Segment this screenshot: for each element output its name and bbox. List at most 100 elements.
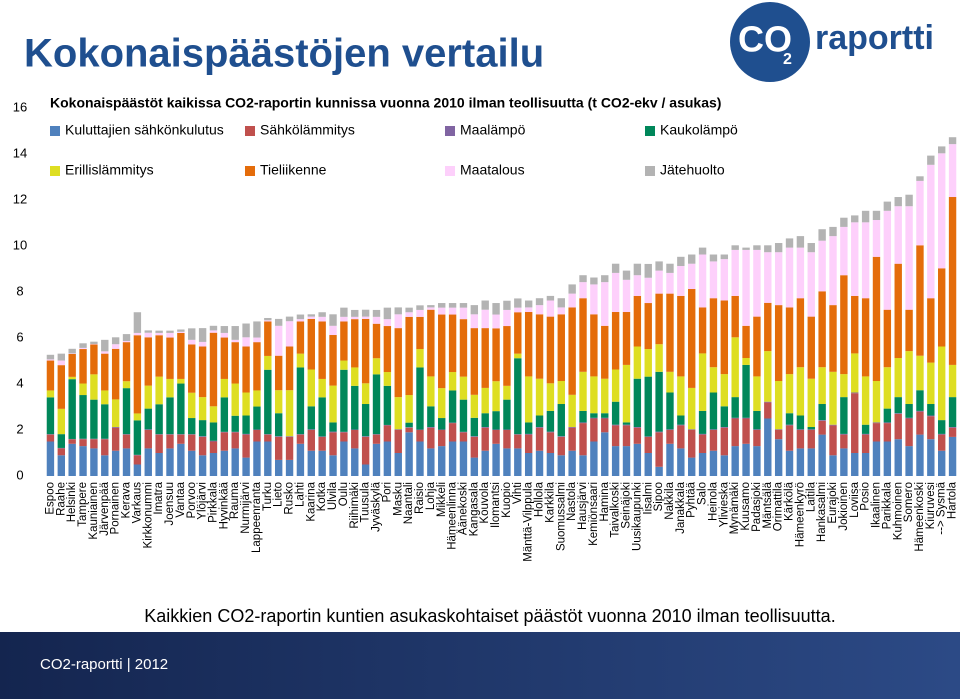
bar-segment <box>307 316 315 319</box>
bar-segment <box>198 328 207 342</box>
bar-segment <box>394 453 402 476</box>
bar-segment <box>807 243 815 253</box>
bar-segment <box>796 298 805 368</box>
bar-segment <box>503 326 511 386</box>
y-tick-label: 12 <box>13 191 27 206</box>
x-tick-label: Ulvila <box>327 481 339 510</box>
bar-segment <box>198 436 207 437</box>
bar-segment <box>448 303 457 308</box>
bar-segment <box>557 455 565 476</box>
bar-segment <box>177 383 185 435</box>
bar-segment <box>785 307 794 375</box>
bar-segment <box>492 430 500 444</box>
y-tick-label: 8 <box>16 283 23 298</box>
bar-segment <box>698 453 707 476</box>
legend-swatch <box>245 126 255 136</box>
bar-segment <box>851 453 859 476</box>
bar-segment <box>883 201 892 211</box>
bar-segment <box>807 448 815 476</box>
bar-segment <box>818 240 826 292</box>
legend-swatch <box>445 126 455 136</box>
bar-segment <box>329 335 337 386</box>
bar-segment <box>851 295 859 354</box>
bar-segment <box>753 376 761 411</box>
legend-swatch <box>445 166 455 176</box>
bar-segment <box>785 413 794 425</box>
bar-segment <box>383 441 392 476</box>
x-tick-label: --> Sysmä <box>936 481 948 534</box>
bar-segment <box>764 252 772 303</box>
bar-segment <box>851 393 859 453</box>
bar-segment <box>416 441 424 476</box>
bar-segment <box>861 376 870 425</box>
bar-segment <box>590 277 598 285</box>
bar-segment <box>948 144 957 198</box>
bar-segment <box>709 298 718 368</box>
bar-segment <box>220 378 229 398</box>
bar-segment <box>427 309 435 377</box>
bar-segment <box>79 383 87 396</box>
bar-segment <box>818 291 826 368</box>
bar-segment <box>666 430 674 444</box>
bar-segment <box>459 376 468 400</box>
bar-segment <box>742 417 750 419</box>
bar-segment <box>68 439 76 444</box>
x-tick-label: Hollola <box>534 481 546 517</box>
bar-segment <box>329 385 337 423</box>
bar-segment <box>764 402 772 419</box>
bar-segment <box>622 364 631 423</box>
bar-segment <box>546 431 555 433</box>
bar-segment <box>90 399 98 439</box>
legend-label: Erillislämmitys <box>65 162 154 178</box>
bar-segment <box>546 316 555 384</box>
bar-segment <box>709 367 718 393</box>
bar-segment <box>894 263 902 359</box>
bar-segment <box>90 344 98 375</box>
bar-segment <box>720 427 729 428</box>
bar-segment <box>492 303 500 315</box>
bar-segment <box>296 367 305 435</box>
bar-segment <box>318 397 326 437</box>
bar-segment <box>46 390 55 398</box>
x-tick-label: Karkkila <box>544 481 556 523</box>
bar-segment <box>774 252 783 306</box>
bar-segment <box>318 321 326 379</box>
y-tick-label: 4 <box>16 375 23 390</box>
bar-segment <box>916 410 924 412</box>
bar-segment <box>394 328 402 398</box>
bar-segment <box>307 430 315 451</box>
bar-segment <box>188 450 196 476</box>
bar-segment <box>720 254 729 260</box>
bar-segment <box>905 446 913 476</box>
bar-segment <box>742 364 750 418</box>
x-tick-label: Uusikaupunki <box>631 482 643 551</box>
bar-segment <box>361 404 370 437</box>
bar-segment <box>405 427 413 433</box>
bar-segment <box>427 305 435 308</box>
bar-segment <box>894 358 902 398</box>
x-tick-label: Kaarina <box>305 481 317 521</box>
bar-segment <box>492 443 500 476</box>
bar-segment <box>329 431 337 433</box>
bar-segment <box>427 427 435 428</box>
bar-segment <box>111 399 120 428</box>
bar-segment <box>274 318 283 326</box>
bar-segment <box>731 397 739 418</box>
bar-segment <box>329 422 337 432</box>
x-tick-label: Somero <box>903 482 915 522</box>
bar-segment <box>155 434 163 453</box>
bar-segment <box>883 422 892 424</box>
bar-segment <box>90 439 98 449</box>
bar-segment <box>188 328 196 340</box>
bar-segment <box>274 436 283 460</box>
bar-segment <box>253 337 261 343</box>
bar-segment <box>274 325 283 356</box>
bar-segment <box>840 226 848 276</box>
bar-segment <box>111 344 120 349</box>
bar-segment <box>601 378 609 414</box>
bar-segment <box>209 440 218 442</box>
bar-segment <box>448 307 457 315</box>
bar-segment <box>861 424 870 434</box>
bar-segment <box>655 371 663 432</box>
x-tick-label: Mynämäki <box>729 482 741 534</box>
